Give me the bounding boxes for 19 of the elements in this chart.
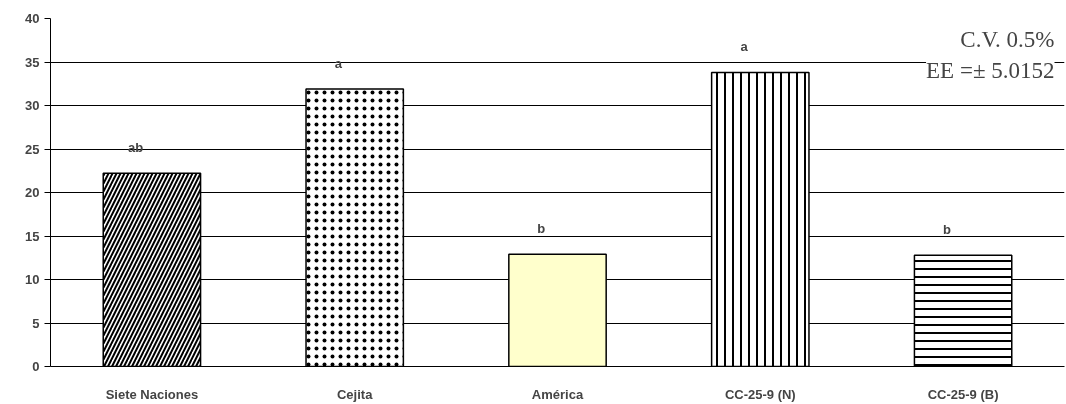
annotation: C.V. 0.5%	[960, 26, 1055, 52]
x-tick-label: América	[531, 386, 584, 402]
y-tick-label: 10	[25, 272, 40, 287]
y-tick-label: 15	[25, 228, 40, 244]
y-tick-label: 40	[25, 11, 40, 26]
x-tick-label: CC-25-9 (B)	[927, 386, 999, 402]
y-tick-label: 0	[32, 359, 40, 374]
annotation: b	[537, 221, 546, 237]
annotation: b	[942, 222, 951, 238]
y-tick-label: 30	[25, 98, 40, 113]
annotation: a	[740, 39, 749, 55]
x-tick-label: CC-25-9 (N)	[724, 386, 796, 402]
y-tick-label: 25	[25, 141, 40, 157]
annotation: EE =± 5.0152	[926, 57, 1055, 83]
x-tick-label: Cejita	[337, 386, 374, 402]
x-tick-label: Siete Naciones	[105, 386, 199, 402]
y-tick-label: 35	[25, 54, 40, 70]
y-tick-label: 5	[32, 315, 40, 331]
y-tick-label: 20	[25, 185, 40, 200]
